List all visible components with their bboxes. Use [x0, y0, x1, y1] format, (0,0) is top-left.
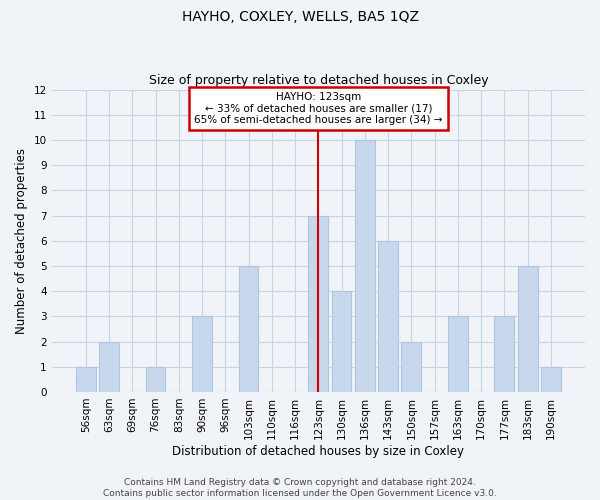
Text: HAYHO, COXLEY, WELLS, BA5 1QZ: HAYHO, COXLEY, WELLS, BA5 1QZ: [182, 10, 419, 24]
Bar: [146, 367, 166, 392]
Y-axis label: Number of detached properties: Number of detached properties: [15, 148, 28, 334]
Bar: [448, 316, 468, 392]
Bar: [355, 140, 375, 392]
Bar: [332, 291, 352, 392]
Text: HAYHO: 123sqm
← 33% of detached houses are smaller (17)
65% of semi-detached hou: HAYHO: 123sqm ← 33% of detached houses a…: [194, 92, 443, 126]
Bar: [494, 316, 514, 392]
Bar: [541, 367, 561, 392]
Bar: [308, 216, 328, 392]
Bar: [378, 241, 398, 392]
Bar: [76, 367, 95, 392]
Bar: [239, 266, 259, 392]
Bar: [401, 342, 421, 392]
Bar: [99, 342, 119, 392]
Bar: [192, 316, 212, 392]
Bar: [518, 266, 538, 392]
Title: Size of property relative to detached houses in Coxley: Size of property relative to detached ho…: [149, 74, 488, 87]
Text: Contains HM Land Registry data © Crown copyright and database right 2024.
Contai: Contains HM Land Registry data © Crown c…: [103, 478, 497, 498]
X-axis label: Distribution of detached houses by size in Coxley: Distribution of detached houses by size …: [172, 444, 464, 458]
